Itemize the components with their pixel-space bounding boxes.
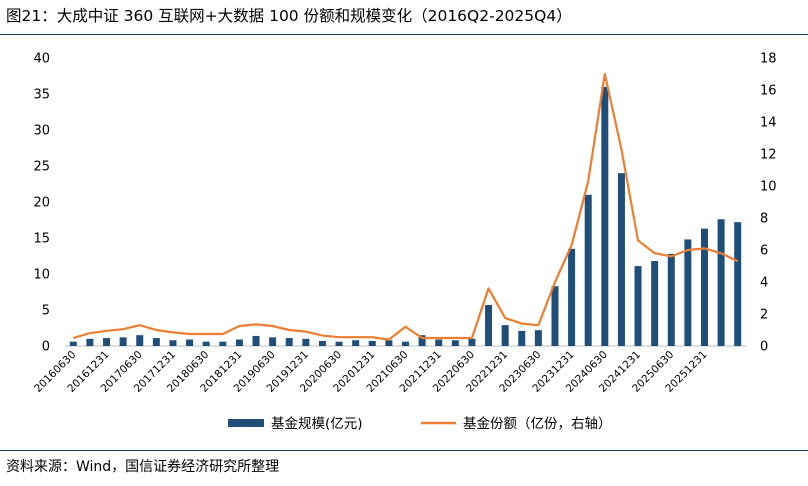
bar (551, 286, 559, 346)
right-axis-tick-label: 6 (760, 244, 768, 259)
bar (601, 86, 609, 347)
bar (667, 253, 675, 346)
legend: 基金规模(亿元) 基金份额（亿份，右轴） (228, 415, 612, 432)
bar (252, 335, 260, 346)
left-axis-tick-label: 10 (33, 268, 50, 283)
bar (269, 337, 277, 346)
bar (568, 248, 576, 346)
bar (285, 338, 293, 346)
top-rule (0, 34, 808, 35)
left-axis-tick-label: 5 (42, 304, 50, 319)
bar (485, 304, 493, 346)
bar (86, 338, 94, 346)
left-axis-tick-label: 35 (33, 88, 50, 103)
bar (435, 339, 443, 346)
left-axis-tick-label: 25 (33, 160, 50, 175)
bar (684, 239, 692, 346)
right-axis-tick-label: 18 (760, 52, 777, 67)
right-axis-tick-label: 10 (760, 180, 777, 195)
bar (468, 338, 476, 346)
left-axis-tick-label: 15 (33, 232, 50, 247)
x-axis-ticks: 2016063020161231201706302017123120180630… (32, 349, 709, 395)
left-axis-tick-label: 0 (42, 340, 50, 355)
bar (501, 325, 509, 346)
bar (318, 340, 326, 346)
bar (235, 339, 243, 346)
bar (368, 340, 376, 346)
bar (634, 266, 642, 346)
bar (385, 340, 393, 346)
left-axis-tick-label: 40 (33, 52, 50, 67)
bar (402, 341, 409, 346)
legend-label-bar: 基金规模(亿元) (271, 415, 363, 432)
right-axis-tick-label: 16 (760, 84, 777, 99)
right-axis-tick-label: 8 (760, 212, 768, 227)
bottom-rule (0, 450, 808, 451)
bar (651, 261, 659, 346)
bar (169, 340, 177, 346)
right-axis-tick-label: 14 (760, 116, 777, 131)
bar (152, 338, 160, 346)
figure-title: 图21：大成中证 360 互联网+大数据 100 份额和规模变化（2016Q2-… (6, 7, 572, 25)
line-path (72, 72, 739, 341)
bar (451, 340, 459, 346)
bar (202, 341, 210, 346)
chart: 0 5 10 15 20 25 30 35 40 0 2 4 6 8 10 12 14 16 18 20160630… (32, 52, 776, 433)
bar-series (69, 86, 742, 347)
bar (418, 335, 426, 346)
legend-swatch-bar (228, 419, 264, 427)
bar (335, 341, 343, 346)
right-axis-tick-label: 0 (760, 340, 768, 355)
bar (584, 194, 592, 346)
bar (734, 222, 742, 346)
legend-label-line: 基金份额（亿份，右轴） (463, 415, 612, 432)
bar (136, 335, 144, 346)
left-axis-tick-label: 30 (33, 124, 50, 139)
bar (302, 338, 310, 346)
line-series (72, 72, 739, 341)
bar (534, 330, 542, 346)
right-axis-tick-label: 4 (760, 276, 768, 291)
bar (700, 228, 708, 346)
right-axis-tick-label: 12 (760, 148, 777, 163)
axes: 0 5 10 15 20 25 30 35 40 0 2 4 6 8 10 12 14 16 18 (33, 52, 776, 355)
bar (219, 341, 227, 346)
bar (352, 340, 360, 346)
bar (103, 338, 111, 346)
bar (119, 337, 127, 346)
bar (617, 173, 625, 346)
left-axis-tick-label: 20 (33, 196, 50, 211)
source-note: 资料来源：Wind，国信证券经济研究所整理 (6, 459, 280, 475)
bar (518, 330, 526, 346)
right-axis-tick-label: 2 (760, 308, 768, 323)
bar (69, 341, 77, 346)
bar (717, 219, 725, 346)
bar (186, 339, 194, 346)
